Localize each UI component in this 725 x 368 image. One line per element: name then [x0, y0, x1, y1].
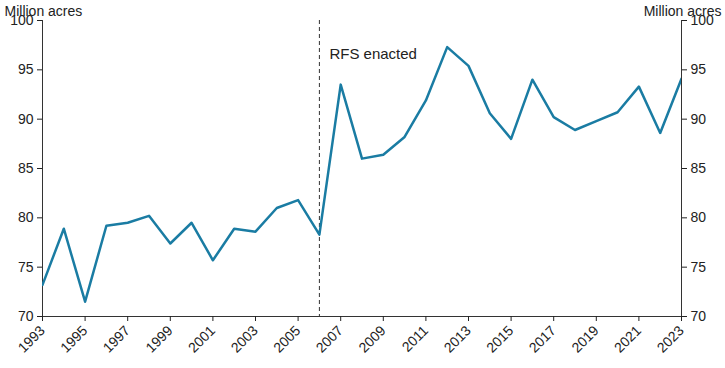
svg-text:75: 75 [691, 259, 707, 275]
svg-text:1995: 1995 [57, 322, 90, 355]
svg-text:2009: 2009 [355, 322, 388, 355]
svg-text:85: 85 [18, 160, 34, 176]
svg-text:70: 70 [18, 308, 34, 324]
svg-text:2017: 2017 [526, 322, 559, 355]
svg-text:75: 75 [18, 259, 34, 275]
svg-text:Million acres: Million acres [5, 3, 83, 19]
svg-text:95: 95 [691, 61, 707, 77]
svg-text:2013: 2013 [440, 322, 473, 355]
svg-text:100: 100 [10, 12, 34, 28]
svg-text:1999: 1999 [142, 322, 175, 355]
svg-text:2003: 2003 [227, 322, 260, 355]
svg-text:2007: 2007 [313, 322, 346, 355]
svg-text:1997: 1997 [100, 322, 133, 355]
svg-text:2021: 2021 [611, 322, 644, 355]
svg-text:90: 90 [691, 111, 707, 127]
svg-text:70: 70 [691, 308, 707, 324]
svg-text:2011: 2011 [399, 322, 432, 355]
svg-text:Million acres: Million acres [644, 3, 722, 19]
svg-text:2005: 2005 [270, 322, 303, 355]
svg-text:80: 80 [18, 209, 34, 225]
svg-text:85: 85 [691, 160, 707, 176]
svg-text:RFS enacted: RFS enacted [329, 45, 417, 62]
svg-text:1993: 1993 [14, 322, 47, 355]
svg-text:80: 80 [691, 209, 707, 225]
svg-text:2023: 2023 [653, 322, 686, 355]
svg-text:90: 90 [18, 111, 34, 127]
svg-text:2015: 2015 [483, 322, 516, 355]
svg-text:2019: 2019 [568, 322, 601, 355]
svg-text:100: 100 [690, 12, 714, 28]
svg-text:95: 95 [18, 61, 34, 77]
svg-text:2001: 2001 [185, 322, 218, 355]
